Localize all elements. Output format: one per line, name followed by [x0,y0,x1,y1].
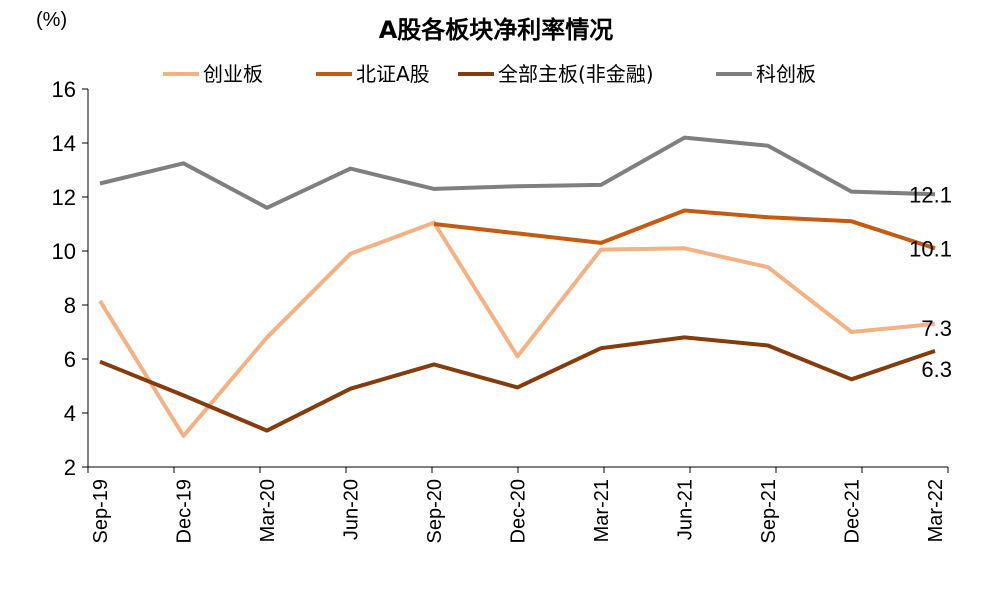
x-tick-label: Mar-22 [925,479,947,542]
x-tick-label: Sep-21 [758,479,780,544]
x-tick-label: Dec-21 [842,479,864,543]
end-value-label: 12.1 [909,182,952,207]
x-tick-label: Jun-21 [675,479,697,540]
y-tick-label: 2 [64,455,76,480]
x-tick-label: Dec-20 [508,479,530,543]
y-tick-label: 6 [64,347,76,372]
y-tick-label: 10 [52,239,76,264]
x-tick-label: Dec-19 [174,479,196,543]
end-labels: 7.3 10.1 6.3 12.1 [909,182,952,382]
y-axis: 2 4 6 8 10 12 14 16 [52,77,89,480]
x-tick-label: Jun-20 [341,479,363,540]
series-line-3 [99,135,936,210]
legend-label: 创业板 [203,62,263,86]
end-value-label: 7.3 [921,316,952,341]
x-tick-label: Sep-20 [424,479,446,544]
series-lines [98,135,936,438]
end-value-label: 6.3 [921,357,952,382]
legend-label: 科创板 [756,62,816,86]
y-tick-label: 8 [64,293,76,318]
series-line-1 [433,208,936,251]
end-value-label: 10.1 [909,236,952,261]
y-tick-label: 16 [52,77,76,102]
y-tick-label: 12 [52,185,76,210]
y-axis-unit: (%) [36,9,67,31]
legend-label: 北证A股 [356,62,430,86]
legend: 创业板 北证A股 全部主板(非金融) 科创板 [163,62,816,86]
legend-label: 全部主板(非金融) [498,62,654,86]
series-line-0 [98,220,936,438]
series-line-2 [99,335,936,433]
y-tick-label: 14 [52,131,76,156]
x-tick-label: Mar-20 [257,479,279,542]
y-tick-label: 4 [64,401,76,426]
x-tick-label: Mar-21 [591,479,613,542]
chart-title: A股各板块净利率情况 [379,16,614,44]
x-tick-label: Sep-19 [90,479,112,544]
x-axis: Sep-19 Dec-19 Mar-20 Jun-20 Sep-20 Dec-20 Mar-… [87,466,949,544]
